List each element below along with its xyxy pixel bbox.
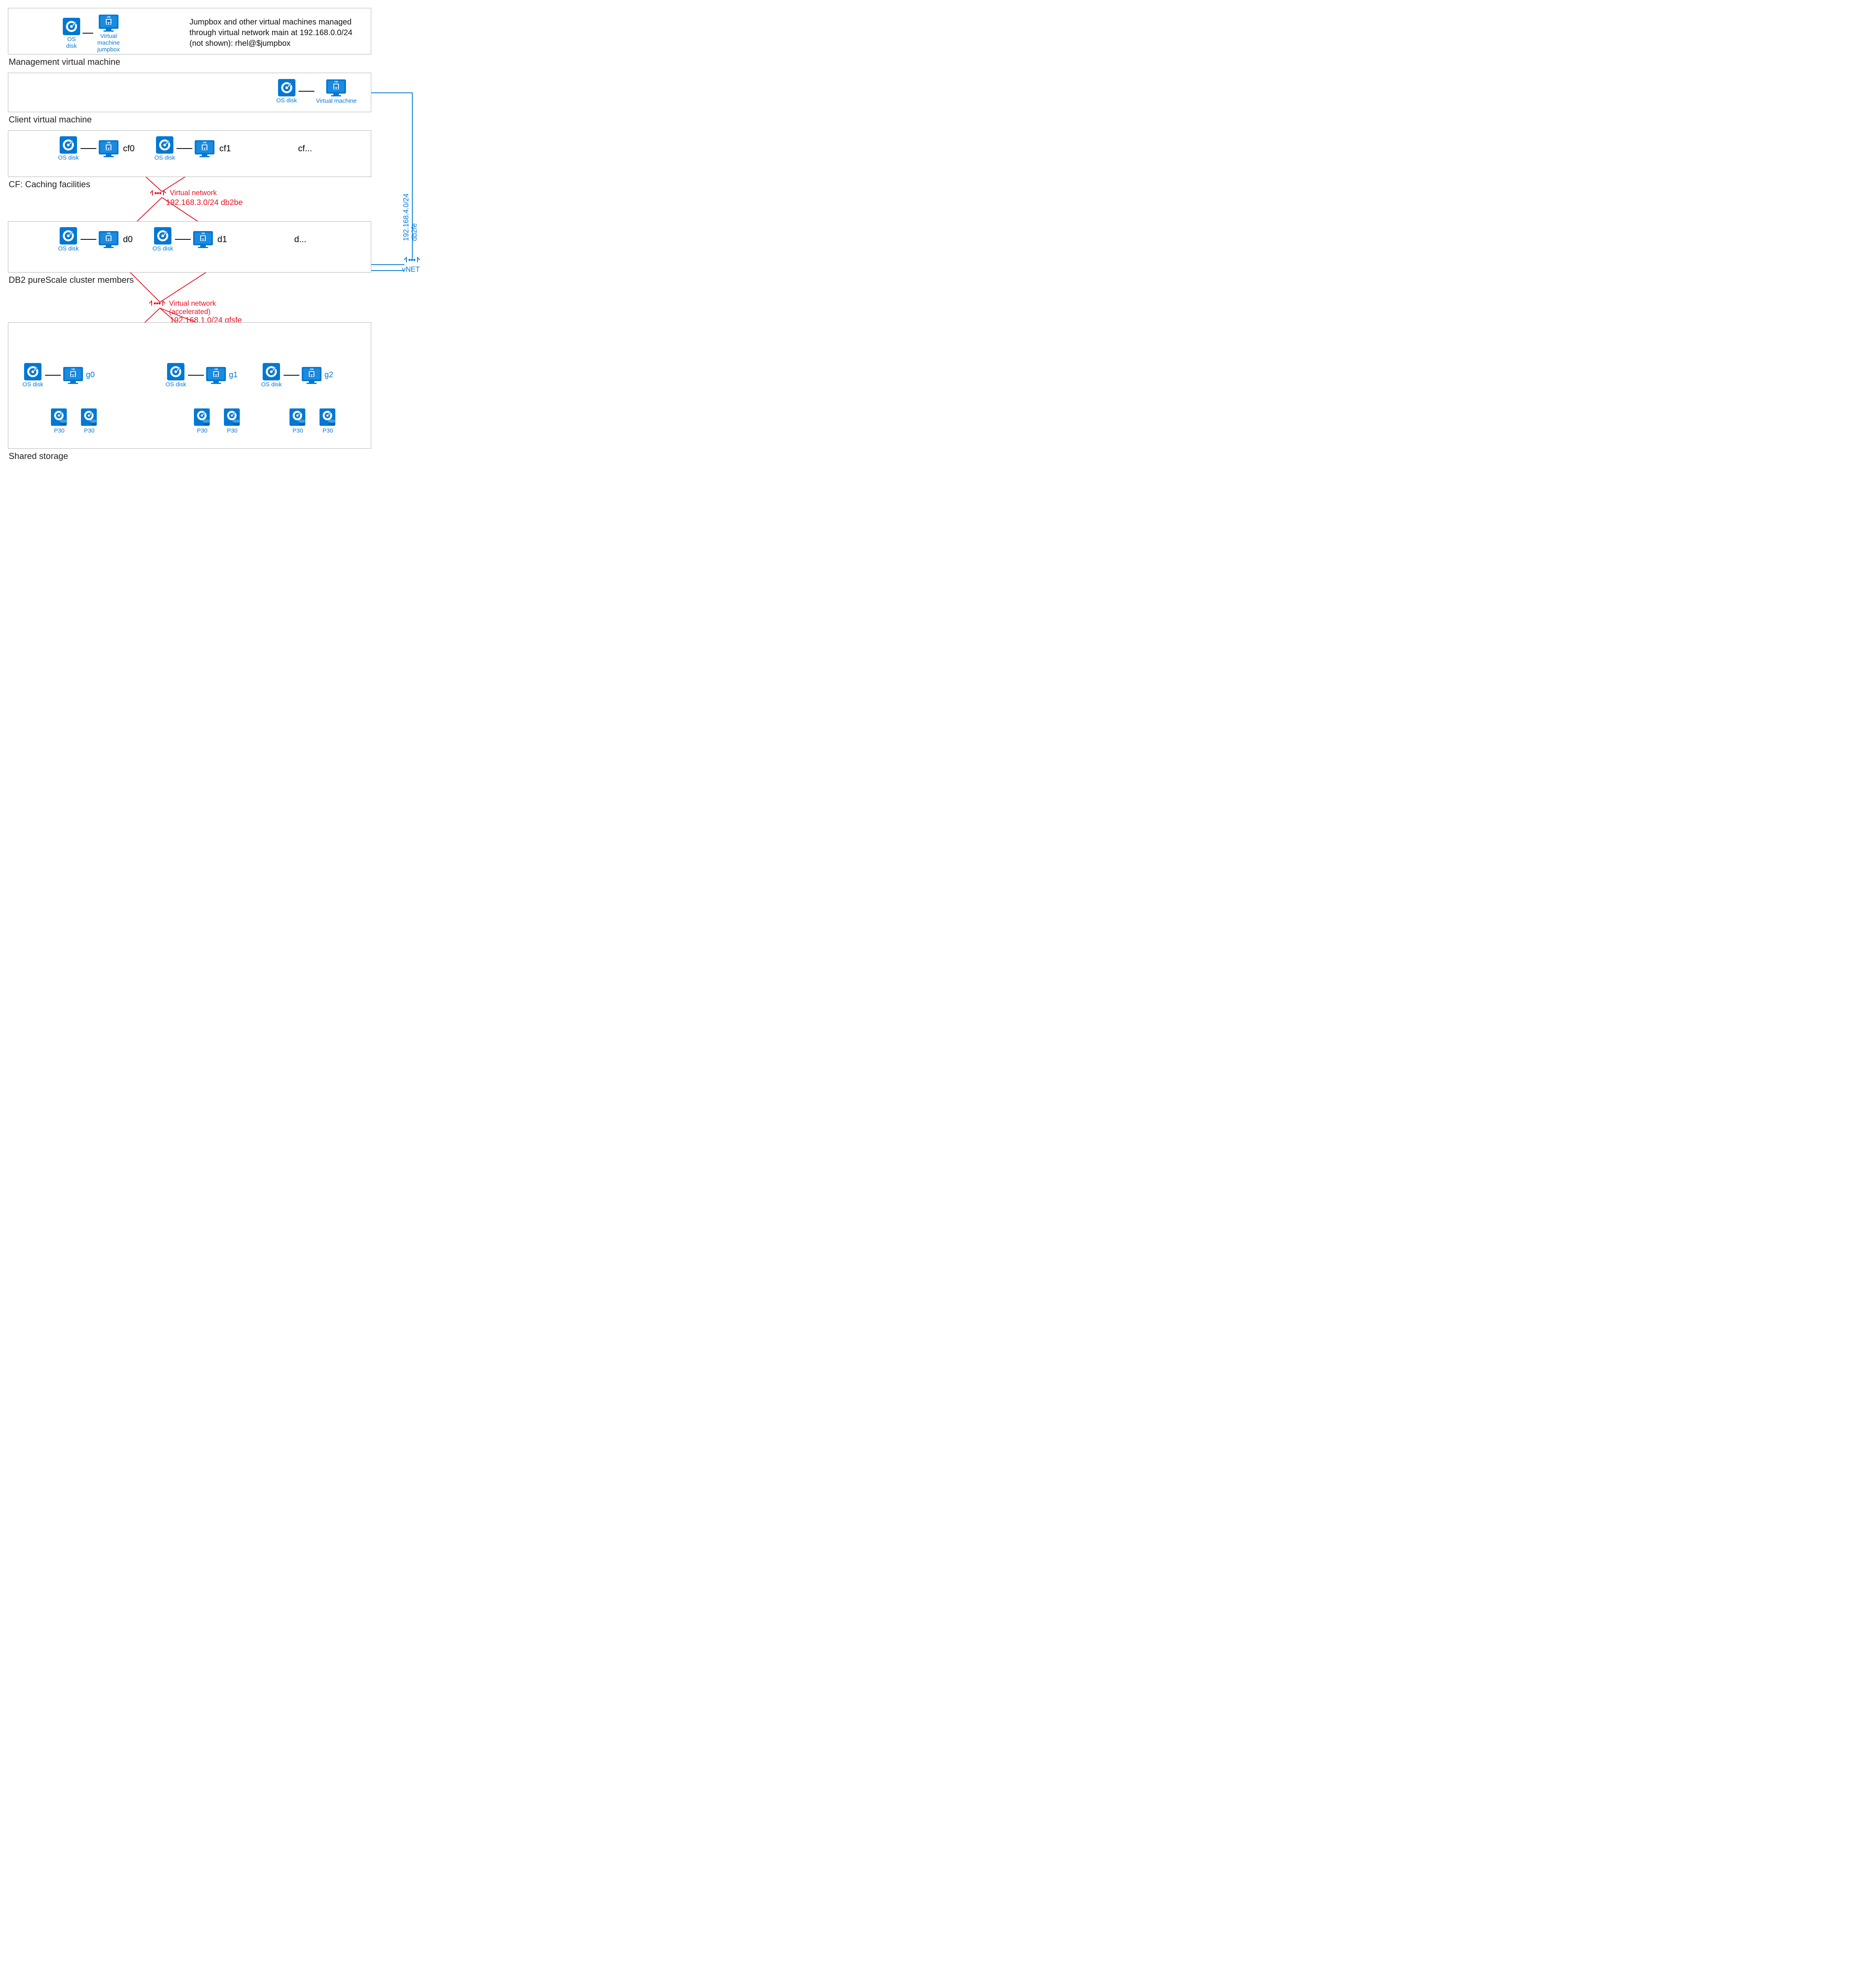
panel-cf: OS disk cf0 OS disk cf1 cf... [8,130,371,177]
vm-icon [62,365,84,385]
vm-icon [205,365,227,385]
cf-name-more: cf... [298,143,312,154]
pdisk-icon [289,408,307,427]
disk-icon [153,226,172,245]
db2-name-more: d... [294,234,306,245]
panel-title-management: Management virtual machine [9,57,411,67]
panel-db2: OS disk d0 OS disk d1 d... [8,221,371,273]
p30-disk: P30 [80,408,98,434]
os-disk-label: OS disk [154,154,175,161]
vm-icon [325,78,347,98]
connector-line [188,375,204,376]
pdisk-icon [193,408,211,427]
db2-name-0: d0 [123,234,133,245]
cf-unit-0: OS disk cf0 [58,135,135,161]
disk-icon [59,135,78,154]
vm-label: Virtual machine jumpbox [95,33,122,53]
p30-label: P30 [227,427,238,434]
disk-icon [277,78,296,97]
storage-name-1: g1 [229,371,238,380]
management-note: Jumpbox and other virtual machines manag… [190,17,365,49]
disk-icon [23,362,42,381]
storage-unit-1: OS disk g1 P30 P30 [165,362,241,434]
connector-line [177,148,192,149]
pdisk-icon [50,408,68,427]
vnet-icon [150,189,167,197]
panel-client: OS disk Virtual machine [8,73,371,112]
os-disk-label: OS disk [276,97,297,104]
os-disk-label: OS disk [165,381,186,388]
p30-disk: P30 [289,408,307,434]
p30-label: P30 [293,427,303,434]
disk-icon [62,17,81,36]
connector-line [175,239,191,240]
connector-line [81,239,96,240]
vnet-gfsfe: Virtual network (accelerated) [149,299,216,316]
vnet-db2fe-subnet: 192.168.4.0/24 db2fe [402,194,419,241]
panel-title-storage: Shared storage [9,451,411,461]
vnet-db2be-subnet: 192.168.3.0/24 db2be [166,198,243,207]
vm-icon [194,139,215,158]
os-disk-label: OS disk [23,381,43,388]
os-disk-management: OS disk [62,17,81,49]
storage-unit-2: OS disk g2 P30 P30 [261,362,337,434]
cf-name-1: cf1 [219,143,231,154]
vm-icon [98,229,119,249]
disk-icon [262,362,281,381]
vnet-gfsfe-label: Virtual network (accelerated) [169,299,216,316]
connector-line [83,33,93,34]
p30-disk: P30 [50,408,68,434]
vm-label: Virtual machine [316,98,357,104]
p30-disk: P30 [319,408,337,434]
connector-line [284,375,299,376]
panel-title-client: Client virtual machine [9,115,411,125]
vnet-db2be: Virtual network [150,189,217,197]
panel-title-db2: DB2 pureScale cluster members [9,275,411,285]
vm-icon [98,139,119,158]
p30-disk: P30 [193,408,211,434]
pdisk-icon [80,408,98,427]
connector-line [81,148,96,149]
vm-client: Virtual machine [316,78,357,104]
p30-label: P30 [84,427,95,434]
disk-icon [166,362,185,381]
os-disk-client: OS disk [276,78,297,104]
vnet-db2be-label: Virtual network [170,189,217,197]
db2-unit-0: OS disk d0 [58,226,133,252]
cf-name-0: cf0 [123,143,135,154]
disk-icon [155,135,174,154]
cf-unit-1: OS disk cf1 [154,135,231,161]
os-disk-label: OS disk [58,154,79,161]
os-disk-label: OS disk [261,381,282,388]
db2-unit-1: OS disk d1 [152,226,227,252]
vm-icon [98,13,119,33]
disk-icon [59,226,78,245]
storage-name-2: g2 [325,371,333,380]
os-disk-label: OS disk [58,245,79,252]
diagram-canvas: OS disk Virtual machine jumpbox Jumpbox … [8,8,411,461]
panel-storage: OS disk g0 P30 P30 [8,322,371,449]
p30-label: P30 [323,427,333,434]
vnet-db2fe-label: vNET [402,265,420,274]
pdisk-icon [223,408,241,427]
storage-name-0: g0 [86,371,95,380]
connector-line [45,375,61,376]
vm-icon [301,365,322,385]
p30-label: P30 [197,427,208,434]
db2-name-1: d1 [218,234,227,245]
panel-title-cf: CF: Caching facilities [9,179,411,190]
os-disk-label: OS disk [152,245,173,252]
panel-management: OS disk Virtual machine jumpbox Jumpbox … [8,8,371,55]
p30-disk: P30 [223,408,241,434]
storage-unit-0: OS disk g0 P30 P30 [23,362,98,434]
vnet-icon [404,256,421,264]
vm-icon [192,229,214,249]
vnet-db2fe [404,256,421,266]
vnet-icon [149,299,166,307]
pdisk-icon [319,408,337,427]
os-disk-label: OS disk [62,36,81,49]
p30-label: P30 [54,427,65,434]
vm-jumpbox: Virtual machine jumpbox [95,13,122,53]
connector-line [299,91,314,92]
